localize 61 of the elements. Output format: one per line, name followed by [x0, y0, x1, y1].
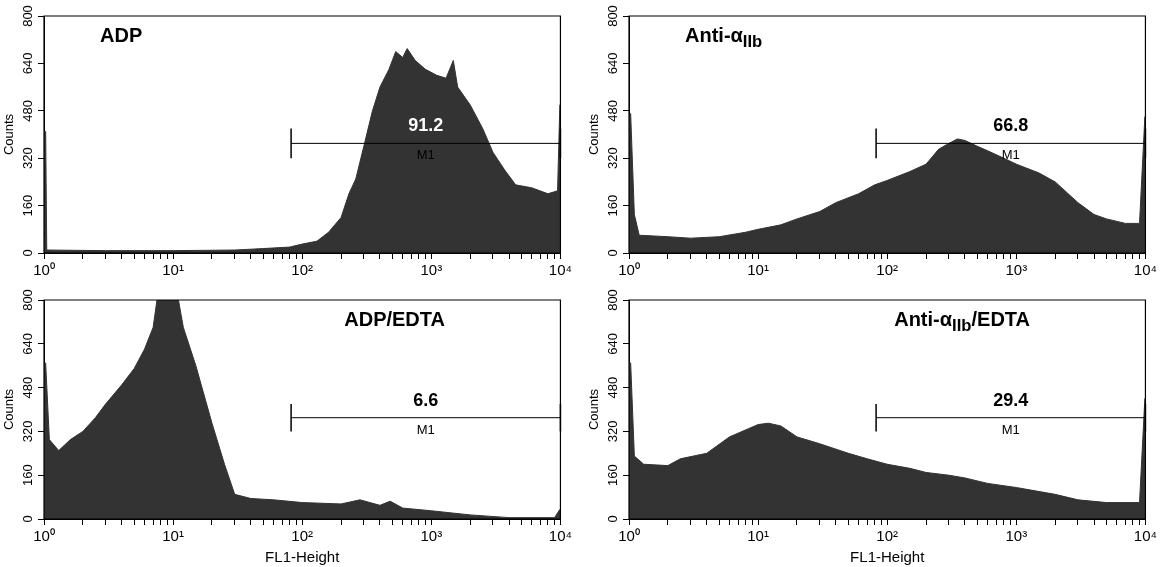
- x-tick-label: 10¹: [747, 527, 769, 545]
- annotation: 66.8: [993, 115, 1029, 136]
- annotation: 29.4: [993, 389, 1029, 410]
- y-tick-label: 640: [19, 332, 35, 355]
- y-tick-label: 160: [19, 194, 35, 217]
- text: Anti-α$_{IIb}$/EDTA: [894, 308, 1030, 336]
- y-axis-title: Counts: [586, 113, 602, 156]
- x-tick-label: 10⁴: [1133, 527, 1158, 545]
- y-tick-label: 160: [604, 464, 620, 487]
- annotation: 91.2: [408, 115, 444, 136]
- x-tick-label: 10⁴: [548, 527, 573, 545]
- chart-title: ADP/EDTA: [344, 308, 445, 331]
- y-tick-label: 320: [19, 420, 35, 443]
- y-tick-label: 480: [19, 99, 35, 122]
- y-tick-label: 640: [19, 52, 35, 75]
- y-tick-label: 0: [19, 249, 35, 257]
- x-tick-label: 10²: [291, 261, 314, 279]
- y-tick-label: 640: [604, 332, 620, 355]
- y-tick-label: 480: [604, 99, 620, 122]
- x-tick-label: 10³: [1005, 261, 1028, 279]
- x-tick-label: 10⁴: [548, 261, 573, 279]
- chart-title: ADP: [100, 24, 143, 47]
- y-axis-title: Counts: [1, 388, 17, 431]
- annotation: 6.6: [413, 389, 439, 410]
- y-tick-label: 480: [604, 376, 620, 399]
- x-axis-title: FL1-Height: [265, 548, 341, 566]
- x-tick-label: 10²: [876, 261, 899, 279]
- y-tick-label: 800: [604, 289, 620, 311]
- x-tick-label: 10²: [876, 527, 899, 545]
- y-axis-title: Counts: [1, 113, 17, 156]
- y-tick-label: 0: [604, 515, 620, 523]
- x-tick-label: 10¹: [747, 261, 769, 279]
- y-tick-label: 480: [19, 376, 35, 399]
- x-tick-label: 10⁴: [1133, 261, 1158, 279]
- x-tick-label: 10³: [420, 261, 443, 279]
- y-tick-label: 160: [19, 464, 35, 487]
- y-tick-label: 800: [604, 5, 620, 27]
- y-axis-title: Counts: [586, 388, 602, 431]
- y-tick-label: 800: [19, 5, 35, 27]
- x-tick-label: 10⁰: [618, 527, 640, 545]
- x-tick-label: 10⁰: [618, 261, 640, 279]
- y-tick-label: 640: [604, 52, 620, 75]
- y-tick-label: 0: [604, 249, 620, 257]
- y-tick-label: 160: [604, 194, 620, 217]
- series-label: M1: [416, 421, 435, 437]
- series-label: M1: [1001, 147, 1020, 163]
- y-tick-label: 320: [19, 147, 35, 170]
- x-tick-label: 10³: [1005, 527, 1028, 545]
- x-tick-label: 10⁰: [33, 261, 55, 279]
- text: Anti-α$_{IIb}$: [685, 24, 763, 52]
- y-tick-label: 320: [604, 420, 620, 443]
- x-tick-label: 10⁰: [33, 527, 55, 545]
- x-tick-label: 10²: [291, 527, 314, 545]
- y-tick-label: 320: [604, 147, 620, 170]
- y-tick-label: 800: [19, 289, 35, 311]
- x-axis-title: FL1-Height: [850, 548, 926, 566]
- y-tick-label: 0: [19, 515, 35, 523]
- x-tick-label: 10³: [420, 527, 443, 545]
- x-tick-label: 10¹: [162, 261, 184, 279]
- series-label: M1: [1001, 421, 1020, 437]
- x-tick-label: 10¹: [162, 527, 184, 545]
